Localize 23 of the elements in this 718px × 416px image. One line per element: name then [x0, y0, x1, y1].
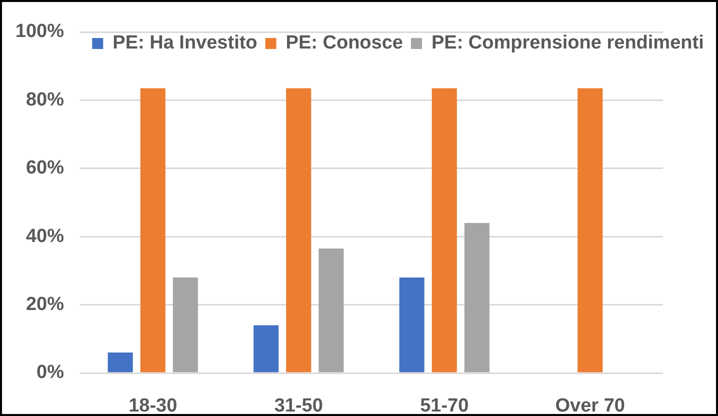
y-tick-label: 100% — [15, 21, 64, 42]
y-tick-label: 60% — [26, 158, 64, 179]
bar — [578, 88, 603, 372]
y-tick-label: 0% — [36, 362, 64, 384]
bar — [108, 352, 133, 372]
x-tick-label: 18-30 — [128, 396, 178, 416]
bar — [464, 222, 490, 372]
bar — [432, 88, 457, 372]
bar — [318, 248, 344, 372]
y-tick-label: 20% — [26, 294, 64, 316]
bar — [254, 325, 279, 372]
legend-label: PE: Ha Investito — [112, 32, 258, 54]
x-tick-label: 31-50 — [274, 396, 323, 416]
y-tick-label: 80% — [26, 89, 64, 110]
y-tick-label: 40% — [26, 226, 64, 247]
x-tick-label: Over 70 — [555, 396, 625, 416]
legend-label: PE: Conosce — [286, 32, 403, 54]
bar — [172, 278, 198, 372]
legend-label: PE: Comprensione rendimenti — [431, 32, 704, 54]
bar — [140, 88, 166, 372]
x-tick-label: 51-70 — [420, 396, 469, 416]
bar — [286, 88, 312, 372]
bar — [399, 278, 424, 372]
